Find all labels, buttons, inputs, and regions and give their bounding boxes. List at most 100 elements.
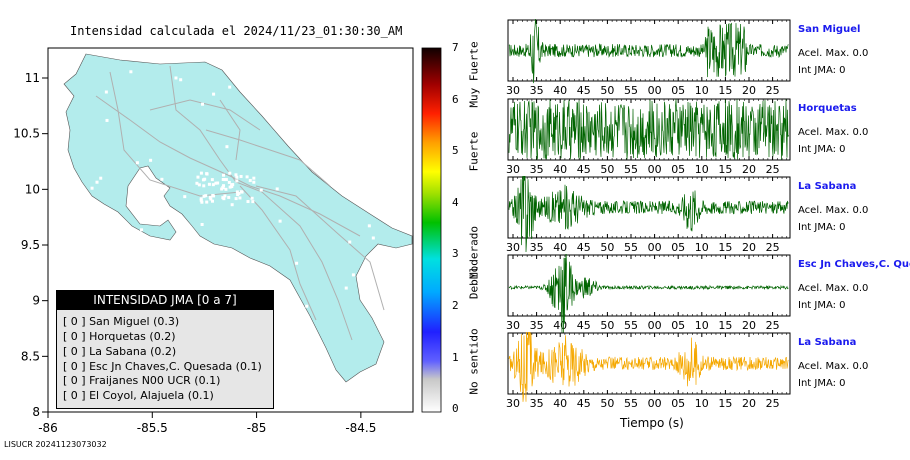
waveform-trace (508, 99, 789, 161)
map-y-axis: 11 10.5 10 9.5 9 8.5 8 (13, 71, 48, 419)
waveform-x-tick-label: 00 (648, 397, 662, 410)
map-x-tick-label: -86 (38, 421, 58, 435)
colorbar-tick-label: 0 (452, 402, 459, 416)
waveform-x-tick-label: 45 (577, 397, 591, 410)
waveform-x-tick-label: 10 (695, 84, 709, 97)
station-marker (367, 224, 371, 228)
map-x-axis: -86-85.5-85-84.5-84-83.5-83 (38, 412, 376, 435)
station-name: La Sabana (798, 337, 857, 348)
waveform-x-tick-label: 05 (671, 163, 685, 176)
waveform-x-tick-label: 20 (742, 163, 756, 176)
station-marker (229, 280, 233, 284)
station-marker (204, 194, 208, 198)
map-y-tick-label: 10.5 (13, 127, 40, 141)
waveform-x-tick-label: 40 (553, 163, 567, 176)
waveform-x-tick-label: 25 (766, 84, 780, 97)
station-marker (351, 273, 355, 277)
waveform-x-tick-label: 35 (530, 241, 544, 254)
station-marker (239, 174, 243, 178)
station-name: Horquetas (798, 103, 857, 114)
station-marker (135, 267, 139, 271)
station-marker (183, 195, 187, 199)
waveform-x-tick-label: 55 (624, 241, 638, 254)
waveform-x-tick-label: 30 (506, 84, 520, 97)
colorbar-categories: Muy Fuerte Fuerte Moderado Debil No sentido (456, 0, 486, 440)
waveform-panel: 30 35 40 45 50 55 00 05 10 15 20 25 (506, 332, 791, 410)
map-title: Intensidad calculada el 2024/11/23_01:30… (70, 24, 403, 38)
waveform-x-tick-label: 55 (624, 319, 638, 332)
waveform-x-tick-label: 15 (718, 241, 732, 254)
station-marker (305, 304, 309, 308)
waveform-panel: 30 35 40 45 50 55 00 05 10 15 20 25 (506, 254, 791, 334)
station-marker (329, 123, 333, 127)
waveform-x-tick-label: 10 (695, 397, 709, 410)
waveform-x-tick-label: 35 (530, 397, 544, 410)
waveform-x-tick-label: 00 (648, 84, 662, 97)
legend-item: [ 0 ] La Sabana (0.2) (63, 345, 177, 358)
legend-item: [ 0 ] Fraijanes N00 UCR (0.1) (63, 374, 221, 387)
waveform-x-tick-label: 25 (766, 319, 780, 332)
station-marker (250, 196, 254, 200)
waveform-x-tick-label: 50 (600, 84, 614, 97)
waveform-x-tick-label: 40 (553, 84, 567, 97)
station-marker (278, 219, 282, 223)
station-marker (211, 183, 215, 187)
waveform-x-tick-label: 15 (718, 163, 732, 176)
station-marker (205, 172, 209, 176)
station-marker (209, 197, 213, 201)
station-marker (201, 102, 205, 106)
station-marker (348, 240, 352, 244)
station-marker (196, 175, 200, 179)
station-marker (207, 182, 211, 186)
waveform-x-tick-label: 05 (671, 241, 685, 254)
station-name: San Miguel (798, 24, 861, 35)
station-marker (99, 176, 103, 180)
waveform-trace (508, 254, 789, 334)
station-marker (267, 95, 271, 99)
footer-id: LISUCR 20241123073032 (4, 440, 107, 449)
station-marker (208, 195, 212, 199)
waveform-x-tick-label: 05 (671, 397, 685, 410)
station-marker (228, 171, 232, 175)
station-marker (223, 194, 227, 198)
station-marker (129, 70, 133, 74)
waveform-x-tick-label: 55 (624, 84, 638, 97)
map-x-tick-label: -85 (247, 421, 267, 435)
station-marker (246, 200, 250, 204)
station-marker (224, 178, 228, 182)
waveform-x-tick-label: 10 (695, 319, 709, 332)
intensity-colorbar (421, 47, 442, 413)
station-marker (225, 145, 229, 149)
waveform-x-tick-label: 55 (624, 163, 638, 176)
station-marker (221, 177, 225, 181)
waveform-x-tick-label: 15 (718, 319, 732, 332)
station-marker (220, 187, 224, 191)
colorbar-tick-label: 5 (452, 144, 459, 158)
colorbar-category-label: No sentido (467, 328, 481, 395)
waveform-x-tick-label: 25 (766, 397, 780, 410)
waveform-x-tick-label: 10 (695, 241, 709, 254)
station-int-jma: Int JMA: 0 (798, 65, 846, 76)
waveform-panel: 30 35 40 45 50 55 00 05 10 15 20 25 (506, 19, 791, 97)
legend-item: [ 0 ] Horquetas (0.2) (63, 330, 176, 343)
waveform-trace (508, 332, 789, 402)
waveform-panel: 30 35 40 45 50 55 00 05 10 15 20 25 (506, 98, 791, 176)
station-marker (199, 171, 203, 175)
waveform-x-tick-label: 40 (553, 241, 567, 254)
station-marker (259, 188, 263, 192)
road-network (95, 65, 385, 341)
station-marker (223, 178, 227, 182)
station-int-jma: Int JMA: 0 (798, 300, 846, 311)
station-marker (140, 228, 144, 232)
waveform-x-tick-label: 25 (766, 241, 780, 254)
waveform-x-tick-label: 20 (742, 397, 756, 410)
station-marker (275, 187, 279, 191)
station-marker (202, 184, 206, 188)
station-marker (200, 222, 204, 226)
colorbar-tick-label: 3 (452, 247, 459, 261)
waveform-x-tick-label: 30 (506, 319, 520, 332)
station-marker (222, 184, 226, 188)
station-marker (104, 90, 108, 94)
station-marker (199, 198, 203, 202)
station-marker (95, 180, 99, 184)
